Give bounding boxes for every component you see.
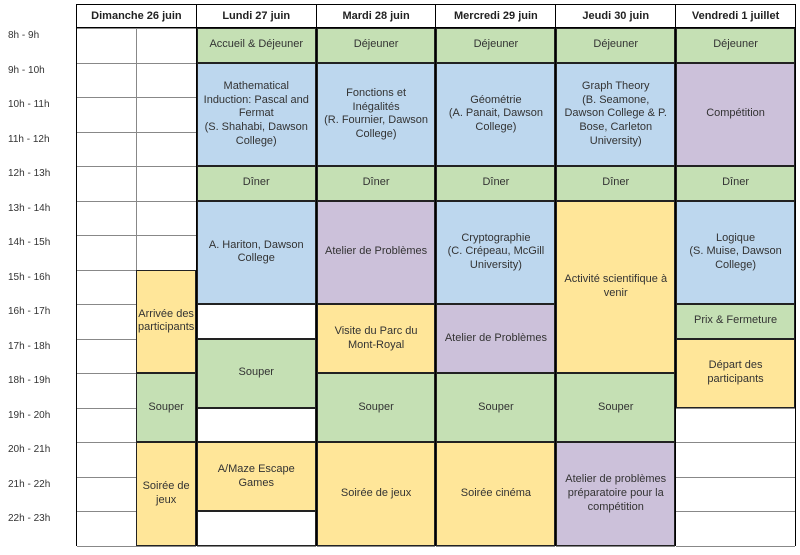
schedule-block: Atelier de problèmes préparatoire pour l… xyxy=(556,442,675,546)
time-label: 12h - 13h xyxy=(4,166,76,201)
schedule-block: Souper xyxy=(317,373,436,442)
schedule-block: Géométrie(A. Panait, Dawson College) xyxy=(436,63,555,167)
schedule-block: Dîner xyxy=(556,166,675,201)
time-label: 16h - 17h xyxy=(4,304,76,339)
day-header: Mercredi 29 juin xyxy=(436,4,555,28)
schedule-block: Souper xyxy=(436,373,555,442)
day-column: Dimanche 26 juinArrivée des participants… xyxy=(76,4,196,546)
day-grid: DéjeunerFonctions et Inégalités(R. Fourn… xyxy=(317,28,436,546)
schedule-block: Déjeuner xyxy=(317,28,436,63)
schedule-block: Activité scientifique à venir xyxy=(556,201,675,374)
schedule-container: 8h - 9h9h - 10h10h - 11h11h - 12h12h - 1… xyxy=(4,4,796,546)
schedule-block: Visite du Parc du Mont-Royal xyxy=(317,304,436,373)
day-grid: Accueil & DéjeunerMathematical Induction… xyxy=(197,28,316,546)
schedule-block: Dîner xyxy=(197,166,316,201)
schedule-block: Compétition xyxy=(676,63,795,167)
time-label: 8h - 9h xyxy=(4,28,76,63)
time-label: 20h - 21h xyxy=(4,442,76,477)
time-label: 11h - 12h xyxy=(4,132,76,167)
day-header: Vendredi 1 juillet xyxy=(676,4,795,28)
schedule-block: Fonctions et Inégalités(R. Fournier, Daw… xyxy=(317,63,436,167)
schedule-block: Dîner xyxy=(317,166,436,201)
day-grid: DéjeunerGraph Theory(B. Seamone, Dawson … xyxy=(556,28,675,546)
time-label: 15h - 16h xyxy=(4,270,76,305)
schedule-block xyxy=(197,304,316,339)
schedule-block: Dîner xyxy=(676,166,795,201)
time-label: 14h - 15h xyxy=(4,235,76,270)
schedule-block: Logique(S. Muise, Dawson College) xyxy=(676,201,795,305)
schedule-block: Soirée cinéma xyxy=(436,442,555,546)
schedule-block: Arrivée des participants xyxy=(136,270,195,374)
day-column: Lundi 27 juinAccueil & DéjeunerMathemati… xyxy=(196,4,316,546)
day-column: Mercredi 29 juinDéjeunerGéométrie(A. Pan… xyxy=(435,4,555,546)
time-label: 21h - 22h xyxy=(4,477,76,512)
schedule-block: Départ des participants xyxy=(676,339,795,408)
schedule-block: Souper xyxy=(136,373,195,442)
time-label: 18h - 19h xyxy=(4,373,76,408)
day-column: Vendredi 1 juilletDéjeunerCompétitionDîn… xyxy=(675,4,796,546)
schedule-block: Déjeuner xyxy=(556,28,675,63)
schedule-block: Souper xyxy=(197,339,316,408)
schedule-block: Atelier de Problèmes xyxy=(436,304,555,373)
schedule-block: Déjeuner xyxy=(436,28,555,63)
schedule-block: Soirée de jeux xyxy=(136,442,195,546)
time-label: 13h - 14h xyxy=(4,201,76,236)
schedule-block: Mathematical Induction: Pascal and Ferma… xyxy=(197,63,316,167)
time-label: 19h - 20h xyxy=(4,408,76,443)
schedule-block xyxy=(197,408,316,443)
time-label: 17h - 18h xyxy=(4,339,76,374)
schedule-block: A/Maze Escape Games xyxy=(197,442,316,511)
schedule-block: Prix & Fermeture xyxy=(676,304,795,339)
schedule-block: A. Hariton, Dawson College xyxy=(197,201,316,305)
schedule-block: Atelier de Problèmes xyxy=(317,201,436,305)
schedule-block: Dîner xyxy=(436,166,555,201)
day-header: Mardi 28 juin xyxy=(317,4,436,28)
day-header: Lundi 27 juin xyxy=(197,4,316,28)
schedule-block: Graph Theory(B. Seamone, Dawson College … xyxy=(556,63,675,167)
days-container: Dimanche 26 juinArrivée des participants… xyxy=(76,4,796,546)
time-label: 10h - 11h xyxy=(4,97,76,132)
day-header: Jeudi 30 juin xyxy=(556,4,675,28)
schedule-block: Accueil & Déjeuner xyxy=(197,28,316,63)
time-label: 22h - 23h xyxy=(4,511,76,546)
schedule-block xyxy=(197,511,316,546)
time-column: 8h - 9h9h - 10h10h - 11h11h - 12h12h - 1… xyxy=(4,4,76,546)
day-column: Mardi 28 juinDéjeunerFonctions et Inégal… xyxy=(316,4,436,546)
schedule-block: Déjeuner xyxy=(676,28,795,63)
schedule-block: Cryptographie(C. Crépeau, McGill Univers… xyxy=(436,201,555,305)
day-grid: DéjeunerCompétitionDînerLogique(S. Muise… xyxy=(676,28,795,546)
schedule-block: Soirée de jeux xyxy=(317,442,436,546)
day-grid: Arrivée des participantsSouperSoirée de … xyxy=(77,28,196,546)
day-column: Jeudi 30 juinDéjeunerGraph Theory(B. Sea… xyxy=(555,4,675,546)
time-label: 9h - 10h xyxy=(4,63,76,98)
day-grid: DéjeunerGéométrie(A. Panait, Dawson Coll… xyxy=(436,28,555,546)
schedule-block: Souper xyxy=(556,373,675,442)
day-header: Dimanche 26 juin xyxy=(77,4,196,28)
